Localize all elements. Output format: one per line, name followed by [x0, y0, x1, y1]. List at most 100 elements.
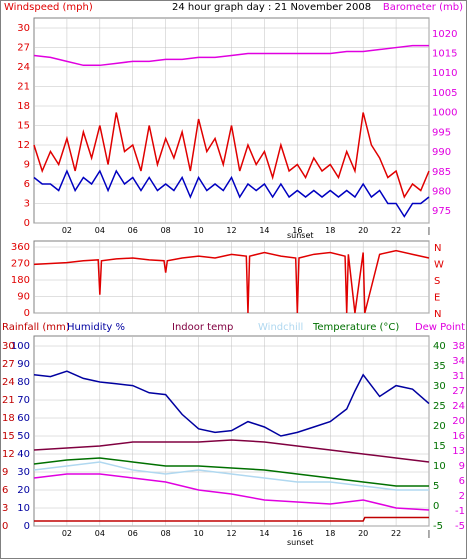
dewpoint-tick: 6: [459, 476, 465, 487]
barometer-tick: 985: [432, 167, 451, 178]
panel-direction-series: [33, 249, 430, 314]
x-tick-label: 10: [193, 226, 203, 235]
compass-tick: N: [434, 243, 441, 254]
humidity-tick: 60: [17, 413, 30, 424]
x-tick-label: 10: [193, 529, 203, 538]
temperature-tick: 40: [433, 341, 446, 352]
rainfall-tick: 3: [2, 503, 8, 514]
temperature-tick: 15: [433, 441, 446, 452]
barometer-tick: 1010: [432, 68, 457, 79]
series-line: [33, 473, 430, 511]
rainfall-tick: 18: [2, 413, 15, 424]
dewpoint-tick: -1: [455, 506, 465, 517]
x-tick-label: 06: [128, 226, 138, 235]
x-tick-label: 16: [292, 529, 302, 538]
series-line: [33, 249, 430, 314]
humidity-tick: 70: [17, 395, 30, 406]
panel-temp-x-axis: 02 04 06 08 10 12 14 16 18 20 22 |: [62, 529, 431, 538]
dewpoint-tick: 27: [452, 386, 465, 397]
panel-wind-x-axis: 02 04 06 08 10 12 14 16 18 20 22 |: [62, 226, 431, 235]
barometer-tick: 1005: [432, 88, 457, 99]
windspeed-tick: 9: [24, 160, 30, 171]
x-tick-label: |: [428, 529, 431, 538]
humidity-tick: 10: [17, 503, 30, 514]
compass-tick: E: [434, 293, 440, 304]
barometer-header-label: Barometer (mb): [383, 2, 463, 13]
series-line: [33, 457, 429, 487]
windspeed-tick: 3: [24, 199, 30, 210]
series-line: [33, 461, 429, 491]
rainfall-tick: 21: [2, 395, 15, 406]
dewpoint-tick: -5: [455, 521, 465, 532]
rainfall-tick: 30: [2, 341, 15, 352]
barometer-tick: 980: [432, 186, 451, 197]
x-tick-label: 08: [161, 226, 171, 235]
series-line: [33, 44, 429, 67]
dewpoint-tick: 24: [452, 401, 465, 412]
windchill-label: Windchill: [258, 322, 303, 333]
rainfall-tick: 9: [2, 467, 8, 478]
windspeed-tick: 12: [17, 140, 30, 151]
direction-axis: 0 90 180 270 360: [11, 242, 30, 319]
windspeed-tick: 6: [24, 179, 30, 190]
indoor-temp-label: Indoor temp: [172, 322, 233, 333]
dewpoint-tick: 34: [452, 356, 465, 367]
temperature-label: Temperature (°C): [312, 322, 399, 333]
rainfall-tick: 15: [2, 431, 15, 442]
windspeed-tick: 30: [17, 23, 30, 34]
barometer-tick: 1000: [432, 108, 457, 119]
compass-tick: N: [434, 309, 441, 320]
temperature-tick: 35: [433, 361, 446, 372]
direction-tick: 360: [11, 242, 30, 253]
humidity-tick: 50: [17, 431, 30, 442]
dewpoint-tick: 20: [452, 416, 465, 427]
x-tick-label: 12: [226, 529, 236, 538]
temperature-tick: -5: [433, 521, 443, 532]
series-line: [33, 112, 430, 199]
rainfall-tick: 0: [2, 521, 8, 532]
barometer-tick: 990: [432, 147, 451, 158]
direction-tick: 0: [24, 308, 30, 319]
rainfall-tick: 27: [2, 359, 15, 370]
temperature-tick: 0: [433, 501, 439, 512]
humidity-tick: 20: [17, 485, 30, 496]
x-tick-label: 06: [128, 529, 138, 538]
series-line: [33, 439, 430, 463]
dewpoint-tick: 31: [452, 371, 465, 382]
windspeed-tick: 21: [17, 82, 30, 93]
windspeed-tick: 24: [17, 62, 30, 73]
x-tick-label: 22: [391, 529, 401, 538]
barometer-tick: 975: [432, 206, 451, 217]
dewpoint-tick: 2: [459, 491, 465, 502]
temperature-tick: 25: [433, 401, 446, 412]
temperature-tick: 30: [433, 381, 446, 392]
x-tick-label: 22: [391, 226, 401, 235]
x-tick-label: 12: [226, 226, 236, 235]
barometer-axis: 975 980 985 990 995 1000 1005 1010 1015 1020: [432, 29, 457, 217]
windspeed-axis: 0 3 6 9 12 15 18 21 24 27 30: [17, 23, 30, 229]
humidity-tick: 100: [11, 341, 30, 352]
dewpoint-tick: 16: [452, 431, 465, 442]
series-line: [33, 370, 430, 437]
temp-dew-axis: -5 0 5 10 15 20 25 30 35 40 -5 -1 2 6 9 13 16 20 24 27 31 34 3…: [433, 341, 465, 532]
direction-tick: 90: [17, 292, 30, 303]
x-tick-label: 18: [325, 529, 335, 538]
x-tick-label: 18: [325, 226, 335, 235]
sunset-label-top: sunset: [287, 231, 314, 240]
humidity-tick: 0: [24, 521, 30, 532]
humidity-tick: 30: [17, 467, 30, 478]
direction-tick: 180: [11, 275, 30, 286]
humidity-label: Humidity %: [67, 322, 125, 333]
series-line: [34, 516, 429, 522]
x-tick-label: |: [428, 226, 431, 235]
rainfall-tick: 12: [2, 449, 15, 460]
x-tick-label: 04: [95, 226, 105, 235]
dewpoint-tick: 9: [459, 461, 465, 472]
panel-wind-series: [33, 44, 430, 218]
rainfall-tick: 24: [2, 377, 15, 388]
barometer-tick: 1020: [432, 29, 457, 40]
graph-title: 24 hour graph day : 21 November 2008: [172, 2, 371, 13]
x-tick-label: 20: [358, 529, 368, 538]
